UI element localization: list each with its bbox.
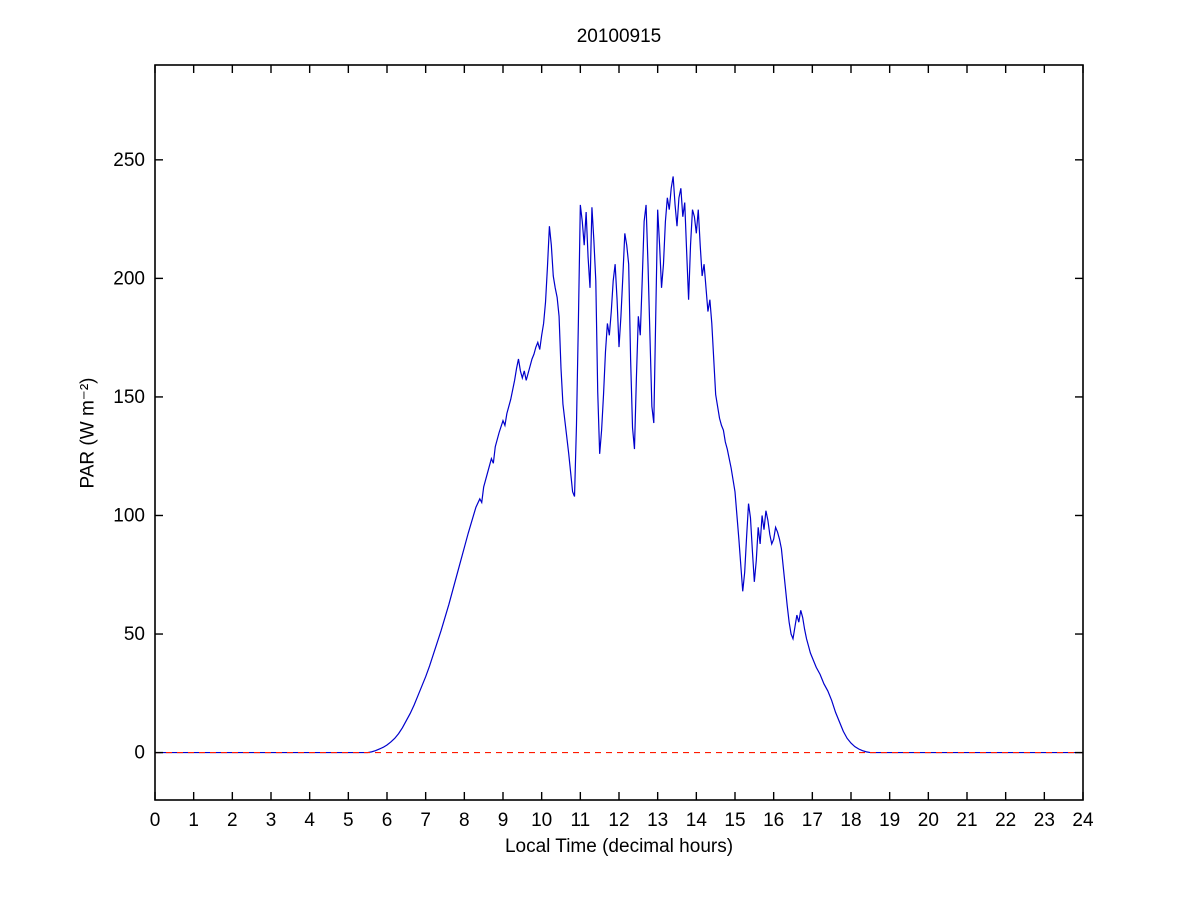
x-tick-label: 23 [1034,810,1055,831]
x-tick-label: 1 [188,810,199,831]
x-tick-label: 2 [227,810,238,831]
x-tick-label: 3 [266,810,277,831]
chart-title: 20100915 [576,26,662,47]
x-tick-label: 24 [1072,810,1094,831]
x-tick-label: 9 [498,810,509,831]
x-tick-label: 12 [608,810,629,831]
x-tick-label: 14 [686,810,708,831]
x-tick-label: 5 [343,810,354,831]
x-tick-label: 4 [304,810,315,831]
x-tick-label: 8 [459,810,470,831]
plot-box [154,64,1084,801]
x-tick-label: 0 [150,810,161,831]
y-tick-label: 100 [113,505,145,526]
y-tick-label: 150 [113,387,145,408]
x-tick-label: 18 [840,810,861,831]
x-tick-label: 6 [382,810,393,831]
series-par [155,176,1083,754]
x-tick-label: 17 [802,810,823,831]
x-tick-label: 19 [879,810,900,831]
x-axis-label: Local Time (decimal hours) [504,836,734,857]
x-tick-label: 16 [763,810,784,831]
x-tick-label: 22 [995,810,1016,831]
x-tick-label: 20 [918,810,939,831]
x-tick-label: 21 [956,810,977,831]
x-tick-label: 11 [570,810,590,831]
y-axis-label: PAR (W m⁻²) [77,377,99,489]
y-tick-label: 200 [113,268,145,289]
y-tick-label: 250 [113,150,145,171]
x-tick-label: 10 [531,810,552,831]
x-tick-label: 13 [647,810,668,831]
y-tick-label: 50 [124,624,145,645]
x-tick-label: 15 [724,810,745,831]
y-tick-label: 0 [134,743,145,764]
x-tick-label: 7 [420,810,431,831]
